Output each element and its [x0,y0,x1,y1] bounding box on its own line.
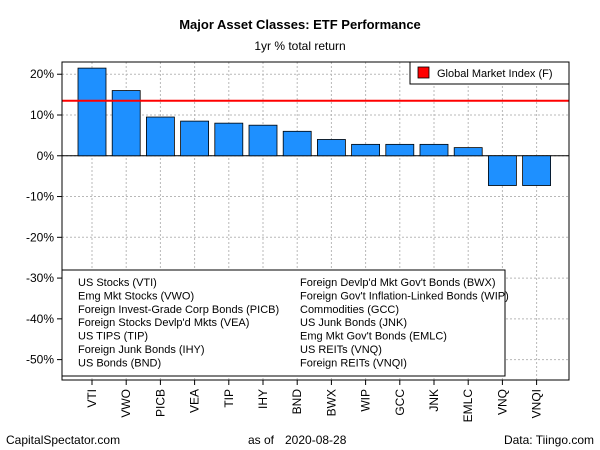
x-tick-label-wip: WIP [359,389,373,412]
y-tick-label: -10% [26,190,54,204]
bar-jnk [419,143,449,157]
footer-asof-label: as of [248,433,275,447]
x-tick-label-bwx: BWX [324,389,338,416]
ticker-key-item: Emg Mkt Stocks (VWO) [78,290,194,302]
ticker-key-item: US REITs (VNQ) [300,344,382,356]
ticker-key-item: US TIPS (TIP) [78,331,148,343]
x-tick-label-vwo: VWO [119,389,133,418]
x-tick-label-ihy: IHY [256,389,270,409]
chart-subtitle: 1yr % total return [254,39,345,53]
ticker-key-item: Foreign Junk Bonds (IHY) [78,344,205,356]
x-tick-label-jnk: JNK [427,389,441,412]
bar-bnd [282,130,312,157]
bar-wip [351,143,381,157]
bar-emlc [453,147,483,157]
y-axis: 20% 10% 0% -10% -20% -30% -40% -50% [26,67,62,367]
y-tick-label: 10% [30,108,54,122]
x-tick-label-emlc: EMLC [461,389,475,423]
legend-swatch [417,66,430,79]
x-tick-label-gcc: GCC [393,389,407,416]
ticker-key: US Stocks (VTI)Emg Mkt Stocks (VWO) Forei… [61,269,509,377]
legend-label: Global Market Index (F) [437,68,553,80]
bar-vnq [487,155,517,186]
bar-series [77,67,551,186]
ticker-key-item: Commodities (GCC) [300,304,399,316]
bar-vti [77,67,107,157]
bar-tip [214,122,244,157]
footer-date: 2020-08-28 [285,433,347,447]
ticker-key-item: Foreign Stocks Devlp'd Mkts (VEA) [78,317,249,329]
ticker-key-item: Emg Mkt Gov't Bonds (EMLC) [300,331,447,343]
legend: Global Market Index (F) [409,61,570,85]
x-tick-label-vti: VTI [85,389,99,408]
x-tick-label-tip: TIP [222,389,236,408]
bar-ihy [248,124,278,157]
x-tick-label-bnd: BND [290,389,304,415]
bar-gcc [385,143,415,157]
footer-data-credit: Data: Tiingo.com [504,433,594,447]
y-tick-label: -20% [26,230,54,244]
bar-bwx [316,139,346,157]
bar-vea [180,120,210,157]
x-tick-label-vnqi: VNQI [530,389,544,418]
y-tick-label: 20% [30,67,54,81]
y-tick-label: -50% [26,353,54,367]
ticker-key-item: US Stocks (VTI) [78,277,157,289]
legend-box [409,61,570,85]
bar-vnqi [522,155,551,186]
ticker-key-box [61,269,506,377]
y-tick-label: -40% [26,312,54,326]
ticker-key-item: Foreign Invest-Grade Corp Bonds (PICB) [78,304,279,316]
x-axis: VTI VWO PICB VEA TIP IHY BND BWX WIP GCC JNK EMLC VN… [85,380,544,422]
x-tick-label-picb: PICB [153,389,167,417]
x-tick-label-vnq: VNQ [495,389,509,415]
y-tick-label: -30% [26,271,54,285]
ticker-key-item: US Junk Bonds (JNK) [300,317,407,329]
bar-picb [145,116,175,157]
ticker-key-item: Foreign REITs (VNQI) [300,357,407,369]
ticker-key-item: Foreign Devlp'd Mkt Gov't Bonds (BWX) [300,277,496,289]
footer-source: CapitalSpectator.com [6,433,120,447]
plot-frame [61,61,570,381]
x-tick-label-vea: VEA [188,389,202,413]
ticker-key-item: Foreign Gov't Inflation-Linked Bonds (WI… [300,290,509,302]
y-tick-label: 0% [37,149,55,163]
ticker-key-item: US Bonds (BND) [78,357,161,369]
chart-title: Major Asset Classes: ETF Performance [179,17,421,32]
